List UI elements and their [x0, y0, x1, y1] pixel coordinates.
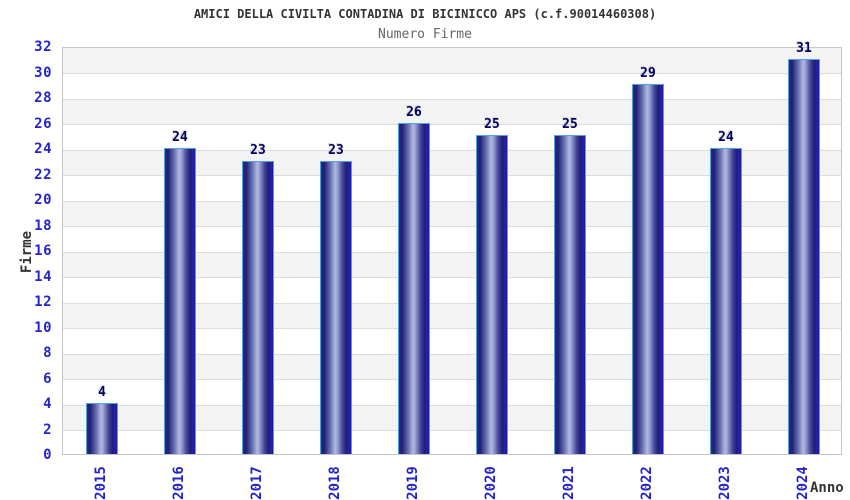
y-tick-label: 6 — [43, 370, 52, 387]
gridline — [63, 200, 841, 202]
gridline — [63, 73, 841, 74]
bar-2018 — [320, 160, 352, 454]
gridline — [63, 226, 841, 227]
bar-2020 — [476, 135, 508, 454]
x-tick-label: 2023 — [717, 466, 733, 500]
y-tick-label: 18 — [34, 217, 52, 234]
x-tick-label: 2021 — [561, 466, 577, 500]
bar-2023 — [710, 148, 742, 454]
gridline — [63, 430, 841, 431]
y-tick-label: 30 — [34, 64, 52, 81]
bar-value-label: 24 — [718, 130, 734, 145]
y-tick-label: 2 — [43, 421, 52, 438]
gridline — [63, 175, 841, 176]
y-tick-label: 26 — [34, 115, 52, 132]
y-tick-label: 12 — [34, 294, 52, 310]
bar-2024 — [788, 58, 820, 454]
x-tick-cell: 2019 — [374, 461, 452, 500]
gridline — [63, 302, 841, 304]
x-tick-cell: 2020 — [452, 461, 530, 500]
y-tick-label: 24 — [34, 141, 52, 157]
y-tick-label: 14 — [34, 268, 52, 285]
bar-value-label: 23 — [328, 142, 344, 158]
x-tick-label: 2022 — [639, 466, 655, 500]
x-tick-cell: 2015 — [62, 461, 140, 500]
x-tick-label: 2018 — [327, 466, 343, 500]
gridline — [63, 98, 841, 100]
x-tick-cell: 2018 — [296, 461, 374, 500]
gridline — [63, 404, 841, 406]
bar-2017 — [242, 160, 274, 454]
x-tick-cell: 2017 — [218, 461, 296, 500]
chart-subtitle: Numero Firme — [378, 27, 472, 42]
bar-value-label: 23 — [250, 142, 266, 158]
bar-value-label: 24 — [172, 130, 188, 145]
y-tick-label: 32 — [34, 39, 52, 55]
plot-area: 4 24 23 23 26 25 25 29 24 31 — [62, 41, 842, 455]
x-tick-cell: 2022 — [608, 461, 686, 500]
bar-value-label: 4 — [98, 385, 106, 400]
bar-2015 — [86, 403, 118, 454]
y-tick-label: 4 — [43, 396, 52, 412]
x-tick-label: 2016 — [171, 466, 187, 500]
y-tick-label: 28 — [34, 90, 52, 106]
bar-value-label: 29 — [640, 66, 656, 82]
x-tick-label: 2017 — [249, 466, 265, 500]
x-axis-title: Anno — [810, 480, 844, 496]
bar-value-label: 25 — [484, 117, 500, 133]
x-tick-cell: 2021 — [530, 461, 608, 500]
gridline — [63, 124, 841, 125]
bar-2019 — [398, 122, 430, 454]
bar-2021 — [554, 135, 586, 454]
x-tick-label: 2015 — [93, 466, 109, 500]
gridline — [63, 251, 841, 253]
gridline — [63, 328, 841, 329]
gridline — [63, 353, 841, 355]
x-tick-label: 2020 — [483, 466, 499, 500]
y-tick-label: 10 — [34, 319, 52, 336]
x-tick-label: 2024 — [795, 466, 811, 500]
chart-title: AMICI DELLA CIVILTA CONTADINA DI BICINIC… — [193, 7, 657, 21]
bar-2022 — [632, 84, 664, 454]
y-tick-label: 22 — [34, 166, 52, 183]
x-tick-cell: 2016 — [140, 461, 218, 500]
y-tick-label: 20 — [34, 192, 52, 208]
gridline — [63, 277, 841, 278]
x-tick-cell: 2023 — [686, 461, 764, 500]
bar-value-label: 26 — [406, 104, 422, 120]
bar-value-label: 31 — [796, 40, 812, 56]
gridline — [63, 379, 841, 380]
y-tick-label: 16 — [34, 243, 52, 259]
gridline — [63, 149, 841, 151]
y-tick-label: 0 — [43, 447, 52, 463]
x-tick-label: 2019 — [405, 466, 421, 500]
bar-value-label: 25 — [562, 117, 578, 133]
y-tick-label: 8 — [43, 345, 52, 361]
bar-2016 — [164, 148, 196, 454]
